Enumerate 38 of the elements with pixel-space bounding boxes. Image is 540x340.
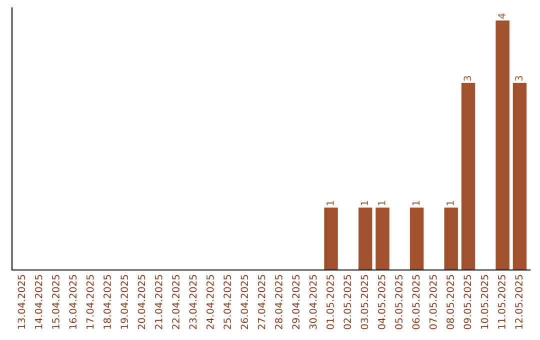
data-label: 1: [412, 200, 420, 206]
x-tick-label: 14.04.2025: [34, 275, 42, 329]
x-tick-label: 30.04.2025: [309, 275, 317, 330]
x-tick-label: 20.04.2025: [138, 275, 146, 330]
x-tick-label: 17.04.2025: [86, 275, 94, 329]
x-tick-label: 26.04.2025: [240, 275, 248, 330]
x-tick-label: 22.04.2025: [172, 275, 180, 330]
data-label: 1: [326, 200, 334, 206]
data-label: 3: [515, 76, 523, 81]
x-tick-label: 05.05.2025: [395, 275, 402, 330]
x-tick-label: 03.05.2025: [360, 275, 368, 330]
data-label: 4: [498, 13, 506, 19]
x-tick-label: 09.05.2025: [464, 275, 472, 330]
x-tick-label: 21.04.2025: [154, 275, 162, 330]
x-tick-label: 13.04.2025: [18, 275, 26, 329]
x-tick-label: 18.04.2025: [104, 275, 111, 329]
data-label: 1: [446, 200, 454, 206]
x-tick-label: 06.05.2025: [412, 275, 420, 330]
data-label: 1: [360, 200, 368, 206]
x-tick-label: 27.04.2025: [258, 275, 266, 330]
x-tick-label: 23.04.2025: [189, 275, 197, 330]
x-tick-label: 19.04.2025: [120, 275, 128, 329]
data-label: 1: [378, 200, 386, 206]
x-tick-label: 10.05.2025: [480, 275, 488, 329]
x-tick-label: 28.04.2025: [275, 275, 282, 330]
x-tick-label: 29.04.2025: [292, 275, 300, 330]
x-tick-label: 16.04.2025: [69, 275, 77, 329]
x-tick-label: 07.05.2025: [429, 275, 437, 330]
x-tick-label: 25.04.2025: [224, 275, 231, 330]
x-tick-label: 08.05.2025: [446, 275, 454, 330]
x-tick-label: 04.05.2025: [378, 275, 386, 330]
data-label: 3: [464, 76, 472, 81]
x-tick-label: 11.05.2025: [498, 275, 506, 329]
x-tick-label: 12.05.2025: [515, 275, 523, 329]
x-tick-label: 02.05.2025: [344, 275, 352, 330]
x-tick-label: 24.04.2025: [206, 275, 214, 330]
x-tick-label: 15.04.2025: [52, 275, 60, 329]
x-tick-label: 01.05.2025: [326, 275, 334, 330]
